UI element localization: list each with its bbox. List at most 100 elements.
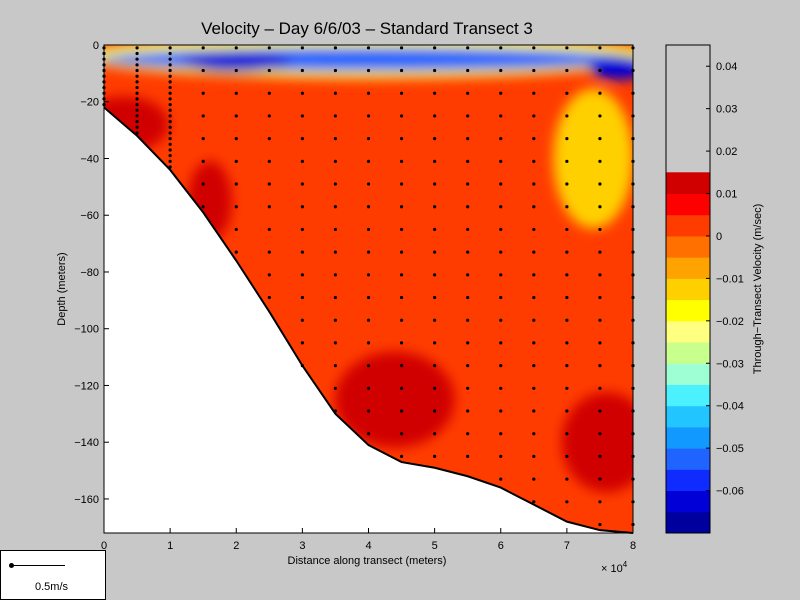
surface-outflow-region [104, 47, 633, 72]
vector-point [399, 318, 404, 322]
vector-point [466, 205, 470, 209]
surface-core-west [181, 52, 292, 73]
vector-point [300, 318, 304, 322]
vector-point [135, 120, 139, 124]
vector-point [499, 454, 503, 458]
vector-point [300, 227, 304, 232]
vector-point [532, 91, 536, 95]
vector-point [499, 341, 503, 345]
vector-point [433, 205, 437, 209]
vector-point [333, 159, 338, 163]
colorbar-band [666, 511, 710, 534]
vector-point [366, 318, 371, 322]
vector-point [399, 454, 404, 458]
vector-point [598, 250, 602, 254]
colorbar-ticks: 0.04 0.03 0.02 0.01 0 −0.01 −0.02 −0.03 −0.04 −0.… [706, 61, 744, 498]
vector-point [598, 522, 602, 527]
vector-point [333, 91, 338, 95]
vector-point [366, 114, 371, 118]
x-multiplier: × 104 [601, 560, 628, 575]
vector-point [135, 125, 139, 129]
colorbar-tick-label: 0.03 [716, 104, 737, 116]
vector-point [333, 250, 338, 254]
vector-point [201, 137, 205, 141]
vector-point [333, 295, 338, 300]
vector-point [135, 57, 139, 61]
vector-point [433, 295, 437, 300]
vector-point [366, 205, 371, 209]
vector-point [135, 63, 139, 67]
vector-point [466, 227, 470, 232]
vector-point [565, 182, 569, 186]
vector-point [234, 159, 238, 163]
colorbar-tick-label: 0.02 [716, 146, 737, 158]
vector-point [201, 159, 205, 163]
y-tick-label: −160 [74, 494, 99, 506]
vector-point [168, 114, 172, 118]
vector-point [532, 409, 536, 413]
vector-point [433, 386, 437, 390]
vector-point [168, 51, 172, 56]
x-tick-label: 3 [299, 540, 305, 552]
y-tick-label: −140 [74, 437, 99, 449]
vector-point [433, 409, 437, 413]
vector-point [499, 114, 503, 118]
colorbar-band [666, 257, 710, 279]
vector-point [366, 182, 371, 186]
vector-point [565, 386, 569, 390]
vector-point [598, 295, 602, 300]
vector-point [300, 46, 304, 50]
vector-point [466, 318, 470, 322]
x-tick-label: 8 [630, 540, 636, 552]
x-tick-label: 1 [167, 540, 173, 552]
vector-point [433, 341, 437, 345]
vector-point [466, 182, 470, 186]
vector-point [565, 432, 569, 436]
vector-point [532, 454, 536, 458]
vector-point [267, 137, 271, 141]
vector-point [598, 68, 602, 73]
vector-point [168, 159, 172, 163]
vector-point [598, 159, 602, 163]
vector-point [532, 500, 536, 504]
vector-point [168, 120, 172, 124]
colorbar-band [666, 235, 710, 258]
vector-point [399, 432, 404, 436]
vector-point [300, 341, 304, 345]
vector-point [366, 159, 371, 163]
vector-point [201, 91, 205, 95]
vector-point [333, 205, 338, 209]
colorbar-band [666, 384, 710, 407]
vector-point [234, 227, 238, 232]
vector-point [433, 159, 437, 163]
colorbar-band [666, 299, 710, 322]
vector-point [598, 477, 602, 481]
vector-point [598, 46, 602, 50]
vector-point [201, 68, 205, 73]
vector-point [366, 46, 371, 50]
vector-point [168, 154, 172, 158]
vector-point [499, 386, 503, 390]
vector-point [433, 137, 437, 141]
vector-point [565, 454, 569, 458]
vector-point [333, 182, 338, 186]
vector-point [433, 227, 437, 232]
vector-point [499, 364, 503, 368]
vector-point [532, 182, 536, 186]
vector-point [234, 182, 238, 186]
colorbar-band [666, 342, 710, 364]
vector-point [300, 68, 304, 73]
vector-point [532, 250, 536, 254]
vector-point [267, 295, 271, 300]
x-tick-label: 5 [432, 540, 438, 552]
vector-point [168, 85, 172, 90]
vector-point [532, 432, 536, 436]
vector-point [433, 454, 437, 458]
vector-point [532, 159, 536, 163]
vector-point [168, 97, 172, 101]
vector-point [499, 250, 503, 254]
vector-point [168, 74, 172, 78]
vector-point [366, 250, 371, 254]
vector-point [300, 91, 304, 95]
